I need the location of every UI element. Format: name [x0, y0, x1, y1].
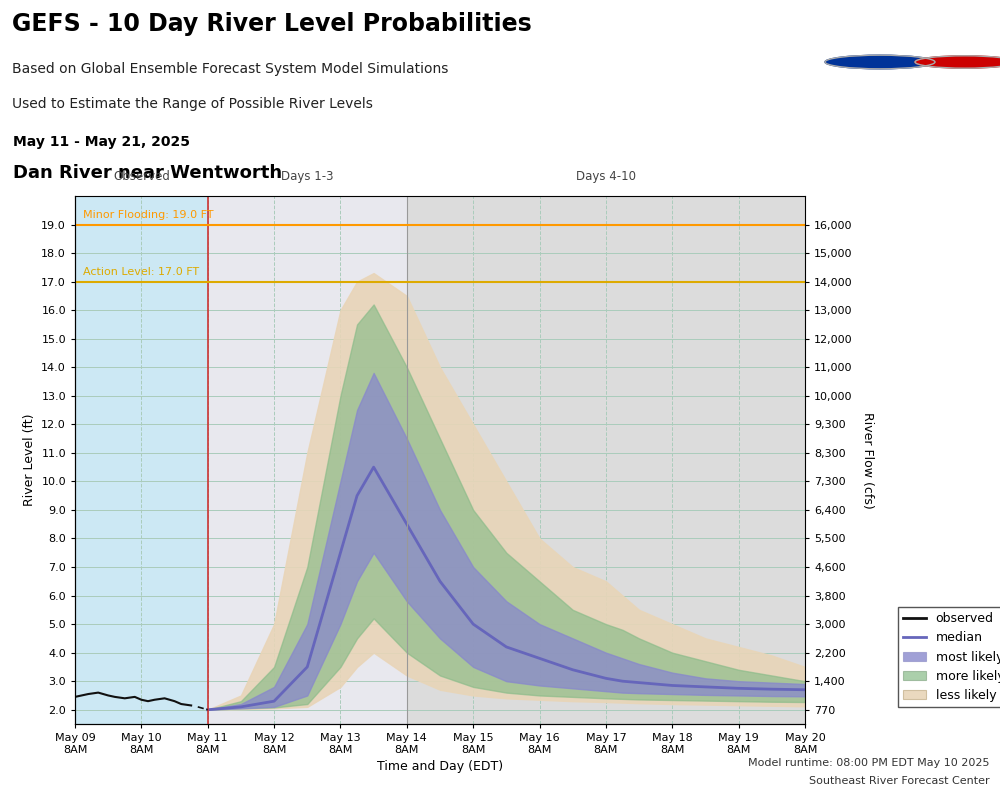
Text: May 11 - May 21, 2025: May 11 - May 21, 2025: [13, 135, 190, 149]
Text: Used to Estimate the Range of Possible River Levels: Used to Estimate the Range of Possible R…: [12, 97, 373, 110]
Bar: [407, 196, 805, 724]
Text: GEFS - 10 Day River Level Probabilities: GEFS - 10 Day River Level Probabilities: [12, 12, 532, 36]
Text: Action Level: 17.0 FT: Action Level: 17.0 FT: [83, 267, 199, 278]
Text: Minor Flooding: 19.0 FT: Minor Flooding: 19.0 FT: [83, 210, 213, 220]
Text: Observed: Observed: [113, 170, 170, 183]
Text: Days 4-10: Days 4-10: [576, 170, 636, 183]
Bar: [75, 196, 208, 724]
Text: Days 1-3: Days 1-3: [281, 170, 334, 183]
X-axis label: Time and Day (EDT): Time and Day (EDT): [377, 760, 503, 773]
Text: Southeast River Forecast Center: Southeast River Forecast Center: [809, 776, 990, 786]
Text: Model runtime: 08:00 PM EDT May 10 2025: Model runtime: 08:00 PM EDT May 10 2025: [748, 758, 990, 768]
Y-axis label: River Flow (cfs): River Flow (cfs): [861, 412, 874, 508]
Legend: observed, median, most likely 25-75%, more likely 10-25%, less likely 5-10%: observed, median, most likely 25-75%, mo…: [898, 607, 1000, 707]
Text: Based on Global Ensemble Forecast System Model Simulations: Based on Global Ensemble Forecast System…: [12, 62, 448, 76]
Circle shape: [825, 55, 935, 69]
Bar: [208, 196, 407, 724]
Text: Dan River near Wentworth: Dan River near Wentworth: [13, 164, 282, 182]
Circle shape: [915, 56, 1000, 68]
Y-axis label: River Level (ft): River Level (ft): [23, 414, 36, 506]
